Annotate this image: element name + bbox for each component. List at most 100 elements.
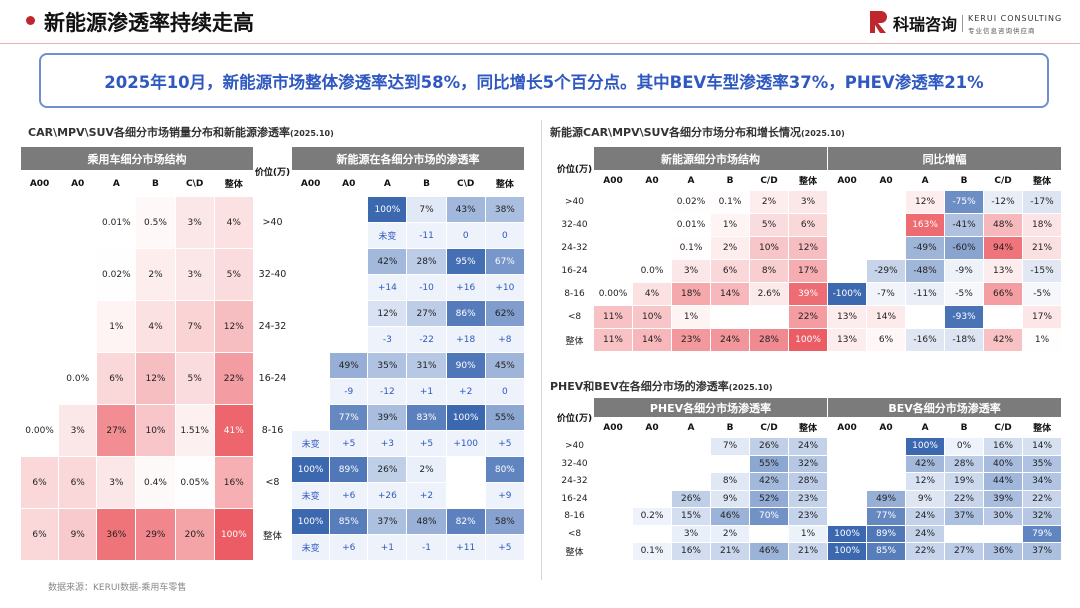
change-cell: +1 bbox=[367, 534, 408, 561]
penetration-cell: 55% bbox=[484, 404, 526, 431]
growth-cell bbox=[905, 305, 946, 329]
penetration-cell bbox=[291, 352, 331, 379]
penetration-cell: 49% bbox=[329, 352, 369, 379]
bev-cell: 14% bbox=[1022, 437, 1063, 456]
penetration-cell: 100% bbox=[291, 456, 331, 483]
ne-structure-cell: 5% bbox=[749, 213, 789, 237]
structure-cell: 12% bbox=[213, 300, 254, 353]
penetration-cell: 86% bbox=[445, 300, 486, 327]
phev-cell bbox=[593, 507, 633, 526]
phev-col-5: 整体 bbox=[787, 417, 829, 438]
phev-cell bbox=[632, 454, 672, 473]
penetration-cell: 58% bbox=[484, 508, 526, 535]
structure-cell: 6% bbox=[96, 352, 137, 405]
structure-cell: 6% bbox=[19, 508, 60, 561]
ne-structure-col-5: 整体 bbox=[787, 170, 829, 191]
ne-structure-cell: 23% bbox=[671, 328, 711, 352]
bev-cell: 40% bbox=[983, 454, 1024, 473]
bev-cell bbox=[827, 437, 868, 456]
growth-cell bbox=[827, 213, 868, 237]
ne-structure-cell: 17% bbox=[787, 259, 829, 283]
structure-cell bbox=[19, 300, 60, 353]
change-cell: +2 bbox=[406, 482, 447, 509]
price-label: 16-24 bbox=[252, 352, 293, 405]
phev-cell bbox=[632, 489, 672, 508]
phev-cell: 3% bbox=[671, 524, 711, 543]
change-cell: -9 bbox=[329, 378, 369, 405]
growth-cell: -93% bbox=[944, 305, 985, 329]
growth-cell: -100% bbox=[827, 282, 868, 306]
penetration-cell: 38% bbox=[484, 196, 526, 223]
bev-cell: 32% bbox=[1022, 507, 1063, 526]
structure-cell: 22% bbox=[213, 352, 254, 405]
penetration-cell bbox=[445, 456, 486, 483]
penetration-cell: 35% bbox=[367, 352, 408, 379]
bev-cell: 100% bbox=[827, 524, 868, 543]
price-label: 8-16 bbox=[555, 507, 594, 526]
structure-col-0: A00 bbox=[19, 170, 60, 197]
growth-cell: -60% bbox=[944, 236, 985, 260]
bev-cell: 34% bbox=[1022, 472, 1063, 491]
price-label: >40 bbox=[252, 196, 293, 249]
structure-cell: 3% bbox=[174, 196, 215, 249]
bev-cell bbox=[944, 524, 985, 543]
bev-col-2: A bbox=[905, 417, 946, 438]
structure-cell bbox=[19, 248, 60, 301]
price-label: 整体 bbox=[555, 542, 594, 561]
structure-cell: 9% bbox=[58, 508, 98, 561]
right-top-title-date: (2025.10) bbox=[800, 129, 845, 138]
phev-cell bbox=[632, 472, 672, 491]
penetration-cell bbox=[329, 248, 369, 275]
penetration-cell bbox=[329, 300, 369, 327]
ne-structure-cell: 6% bbox=[710, 259, 750, 283]
bev-cell: 22% bbox=[905, 542, 946, 561]
change-cell: +9 bbox=[484, 482, 526, 509]
structure-cell: 3% bbox=[96, 456, 137, 509]
change-cell: 0 bbox=[484, 378, 526, 405]
growth-cell: 18% bbox=[1022, 213, 1063, 237]
growth-cell: 48% bbox=[983, 213, 1024, 237]
bev-cell: 89% bbox=[866, 524, 907, 543]
summary-box: 2025年10月，新能源市场整体渗透率达到58%，同比增长5个百分点。其中BEV… bbox=[39, 53, 1049, 108]
price-label: 16-24 bbox=[555, 489, 594, 508]
change-cell: +11 bbox=[445, 534, 486, 561]
penetration-cell: 2% bbox=[406, 456, 447, 483]
phev-cell: 9% bbox=[710, 489, 750, 508]
ne-structure-cell: 18% bbox=[671, 282, 711, 306]
growth-cell: -18% bbox=[944, 328, 985, 352]
penetration-cell: 100% bbox=[291, 508, 331, 535]
structure-col-1: A0 bbox=[58, 170, 98, 197]
bev-col-0: A00 bbox=[827, 417, 868, 438]
growth-group-header: 同比增幅 bbox=[827, 146, 1063, 171]
phev-cell bbox=[593, 524, 633, 543]
price-label: 24-32 bbox=[252, 300, 293, 353]
structure-cell: 0.05% bbox=[174, 456, 215, 509]
ne-structure-cell: 11% bbox=[593, 305, 633, 329]
price-label: >40 bbox=[555, 437, 594, 456]
growth-cell: -5% bbox=[1022, 282, 1063, 306]
phev-cell bbox=[632, 437, 672, 456]
phev-cell: 2% bbox=[710, 524, 750, 543]
ne-structure-cell: 4% bbox=[632, 282, 672, 306]
change-cell: -22 bbox=[406, 326, 447, 353]
structure-cell: 0.00% bbox=[19, 404, 60, 457]
penetration-cell bbox=[291, 196, 331, 223]
bev-cell: 100% bbox=[905, 437, 946, 456]
ne-structure-cell: 3% bbox=[671, 259, 711, 283]
phev-cell: 46% bbox=[710, 507, 750, 526]
price-label: 24-32 bbox=[555, 472, 594, 491]
growth-col-3: B bbox=[944, 170, 985, 191]
penetration-cell bbox=[291, 300, 331, 327]
phev-cell: 7% bbox=[710, 437, 750, 456]
change-cell: +5 bbox=[484, 534, 526, 561]
penetration-cell: 67% bbox=[484, 248, 526, 275]
penetration-col-4: C\D bbox=[445, 170, 486, 197]
ne-structure-cell: 1% bbox=[671, 305, 711, 329]
change-cell bbox=[329, 274, 369, 301]
growth-cell: -12% bbox=[983, 190, 1024, 214]
structure-cell: 36% bbox=[96, 508, 137, 561]
bev-cell: 22% bbox=[944, 489, 985, 508]
phev-cell bbox=[593, 437, 633, 456]
bev-cell bbox=[827, 507, 868, 526]
growth-cell bbox=[983, 305, 1024, 329]
